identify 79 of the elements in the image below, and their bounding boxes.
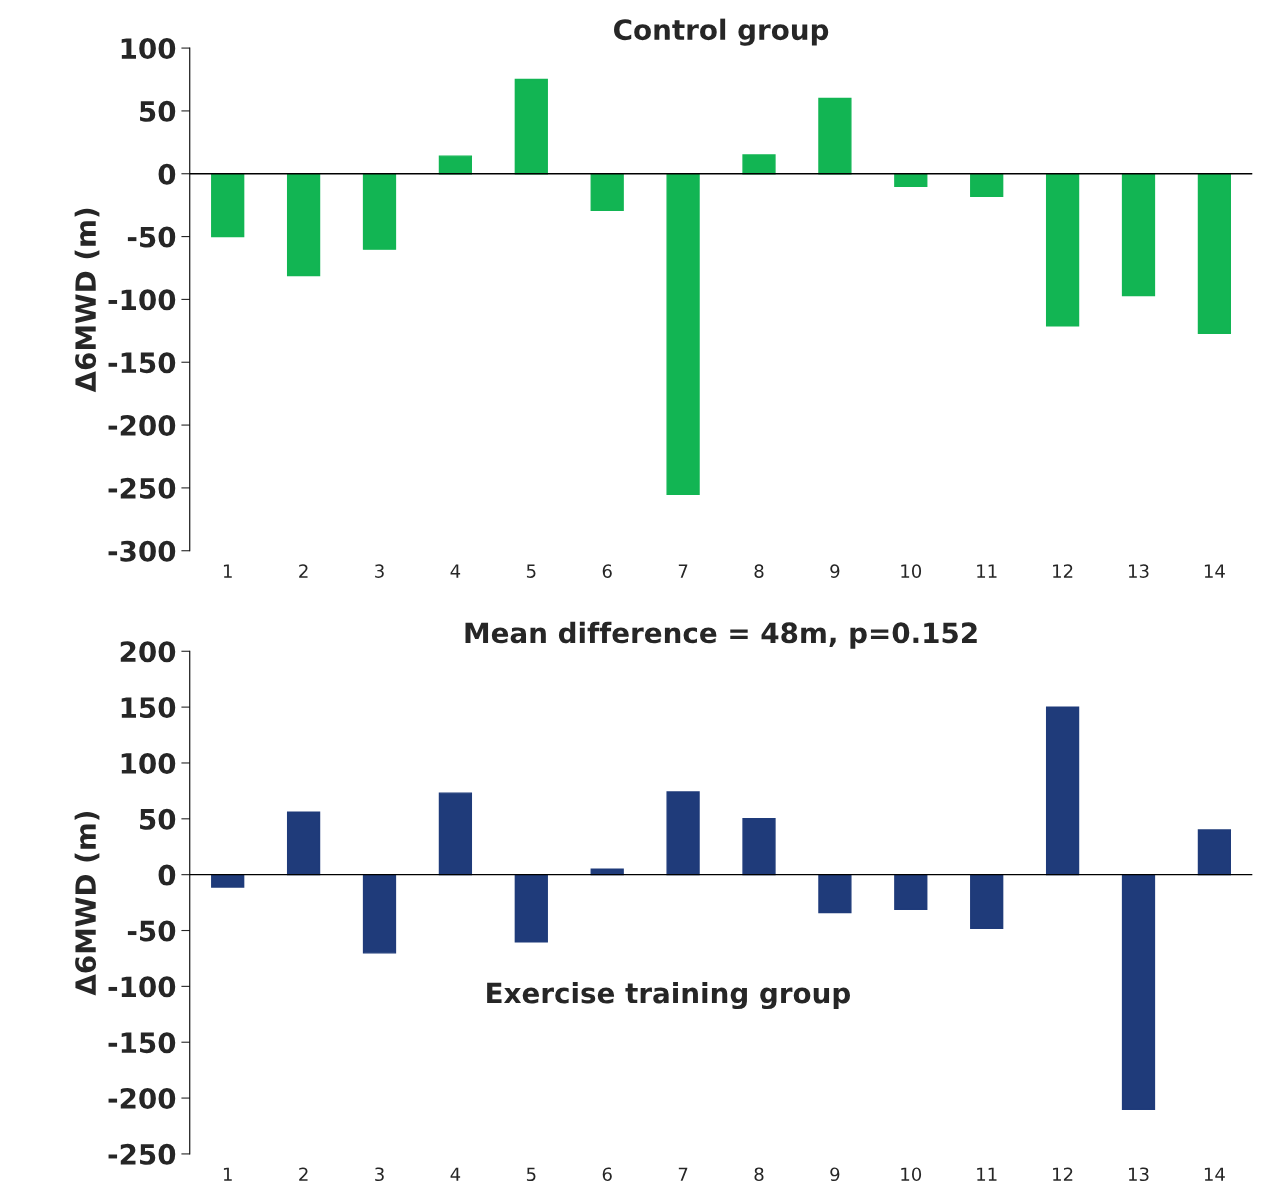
y-tick-label: -200: [108, 1088, 176, 1110]
y-tick-label: -50: [127, 226, 176, 248]
y-tick-label: 200: [120, 641, 176, 663]
bar: [1197, 173, 1232, 335]
x-tick-label: 4: [450, 564, 461, 578]
bar: [1121, 173, 1156, 297]
bar: [362, 173, 397, 250]
x-tick-label: 4: [450, 1167, 461, 1181]
x-tick-label: 7: [678, 1167, 688, 1181]
y-tick-label: -150: [108, 352, 176, 374]
x-tick-label: 6: [602, 564, 612, 578]
y-tick-label: -100: [108, 976, 176, 998]
x-tick-label: 8: [754, 1167, 764, 1182]
x-tick-label: 11: [977, 564, 997, 578]
x-tick-label: 13: [1129, 1167, 1149, 1182]
x-tick-label: 8: [754, 564, 764, 578]
y-tick-label: -300: [108, 540, 176, 562]
bar: [970, 873, 1004, 929]
y-tick-label: 100: [121, 752, 176, 774]
y-axis-title: Δ6MWD (m): [74, 811, 100, 996]
x-tick-label: 10: [901, 564, 922, 578]
bar: [514, 873, 548, 943]
x-tick-label: 9: [830, 1167, 840, 1182]
bar: [211, 173, 245, 238]
x-tick-label: 3: [375, 564, 384, 578]
bar: [1197, 829, 1232, 876]
bar: [894, 873, 928, 910]
bar: [894, 173, 928, 188]
bar: [970, 173, 1004, 198]
x-tick-label: 9: [830, 564, 840, 578]
x-tick-label: 12: [1053, 564, 1073, 578]
bar: [742, 154, 776, 175]
x-tick-label: 1: [223, 1167, 232, 1181]
bar: [1045, 173, 1080, 327]
bar: [286, 811, 321, 876]
bar: [362, 873, 397, 954]
x-tick-label: 10: [901, 1167, 922, 1182]
x-tick-label: 3: [375, 1167, 384, 1182]
y-tick-label: 50: [140, 808, 176, 830]
y-tick-label: -100: [108, 289, 176, 311]
bar: [286, 173, 321, 277]
x-tick-label: 11: [977, 1167, 997, 1181]
chart-title: Mean difference = 48m, p=0.152: [465, 621, 977, 649]
bar: [514, 78, 548, 175]
y-tick-label: 100: [121, 38, 176, 60]
x-tick-label: 2: [299, 564, 308, 578]
bar: [1045, 706, 1080, 876]
bar: [666, 173, 700, 495]
y-axis-title: Δ6MWD (m): [74, 208, 100, 393]
bar: [211, 873, 245, 888]
y-tick-label: 0: [158, 163, 176, 185]
x-tick-label: 1: [223, 564, 232, 578]
x-tick-label: 6: [602, 1167, 612, 1182]
x-tick-label: 13: [1129, 564, 1149, 578]
x-tick-label: 2: [299, 1167, 308, 1181]
y-tick-label: -50: [127, 920, 176, 942]
x-tick-label: 5: [526, 1167, 536, 1182]
y-tick-label: -150: [108, 1032, 176, 1054]
bar: [666, 791, 700, 876]
y-tick-label: -200: [108, 415, 176, 437]
bar: [742, 818, 776, 876]
x-tick-label: 7: [678, 564, 688, 578]
chart-title: Control group: [614, 18, 829, 46]
x-tick-label: 14: [1204, 1167, 1225, 1181]
bar: [818, 97, 852, 175]
y-tick-label: -250: [108, 1143, 176, 1165]
x-tick-label: 14: [1204, 564, 1225, 578]
x-tick-label: 5: [526, 564, 536, 578]
bar: [818, 873, 852, 914]
y-tick-label: 50: [140, 100, 176, 122]
bar: [1121, 873, 1156, 1110]
bar: [438, 792, 473, 876]
annotation: Exercise training group: [487, 982, 850, 1010]
x-tick-label: 12: [1053, 1167, 1073, 1181]
bar: [590, 173, 624, 211]
y-tick-label: 150: [121, 697, 176, 719]
y-tick-label: 0: [158, 864, 176, 886]
bar: [438, 155, 473, 175]
y-tick-label: -250: [108, 477, 176, 499]
